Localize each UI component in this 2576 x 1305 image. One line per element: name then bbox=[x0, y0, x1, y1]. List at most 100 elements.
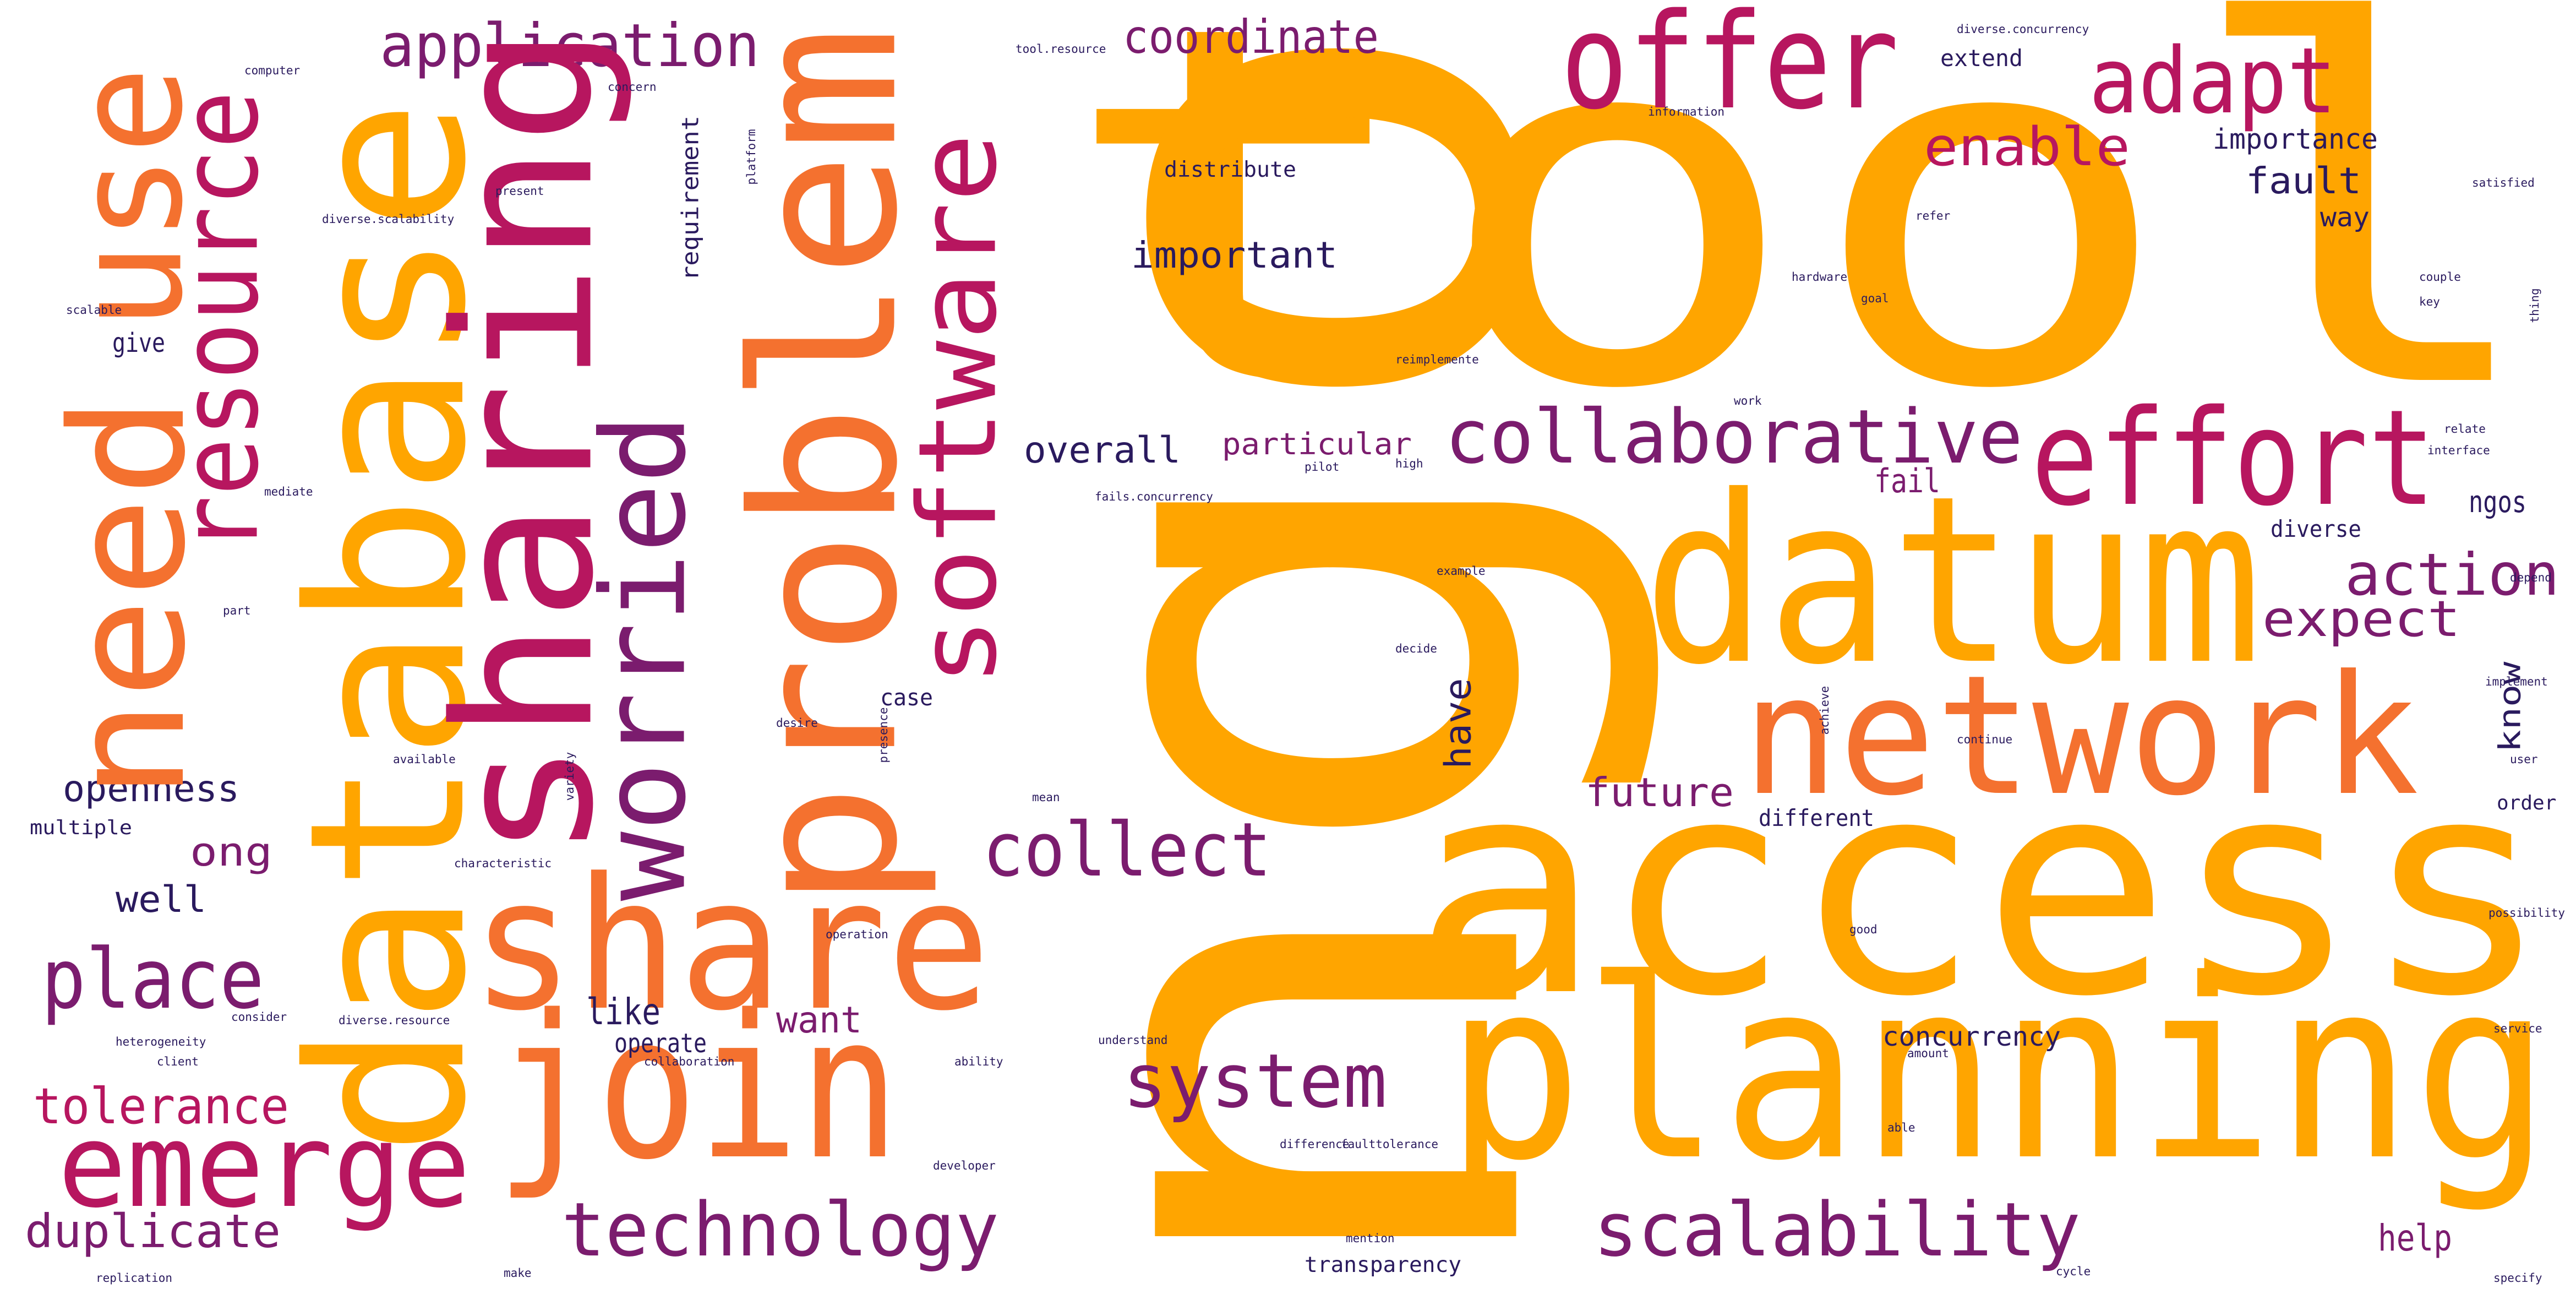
word: technology bbox=[561, 1187, 999, 1273]
word: concern bbox=[608, 80, 657, 94]
word: way bbox=[2320, 202, 2370, 233]
word: order bbox=[2497, 792, 2556, 814]
word: know bbox=[2493, 661, 2528, 753]
word: duplicate bbox=[25, 1204, 281, 1258]
word: understand bbox=[1098, 1034, 1167, 1047]
word: adapt bbox=[2089, 28, 2337, 134]
word: system bbox=[1123, 1038, 1387, 1124]
word: distribute bbox=[1164, 157, 1296, 182]
word: use bbox=[42, 66, 216, 330]
word: heterogeneity bbox=[116, 1035, 206, 1048]
word: diverse.concurrency bbox=[1957, 23, 2089, 36]
word: computer bbox=[244, 64, 300, 77]
word: requirement bbox=[677, 116, 704, 281]
word: desire bbox=[776, 716, 818, 730]
word: couple bbox=[2419, 270, 2461, 284]
word: client bbox=[157, 1055, 199, 1068]
word: good bbox=[1849, 923, 1878, 936]
word: collaborative bbox=[1445, 394, 2023, 480]
word: want bbox=[776, 999, 862, 1041]
word: place bbox=[41, 932, 264, 1027]
word: developer bbox=[933, 1159, 996, 1172]
word: operate bbox=[614, 1028, 707, 1059]
word: application bbox=[380, 12, 760, 80]
word: sharing bbox=[415, 26, 636, 860]
word: importance bbox=[2213, 123, 2378, 156]
word: openness bbox=[63, 768, 239, 810]
word: collect bbox=[983, 807, 1271, 893]
word: scalability bbox=[1593, 1187, 2081, 1273]
word: variety bbox=[563, 752, 576, 801]
word: case bbox=[880, 684, 933, 711]
word: tool bbox=[1057, 0, 2551, 497]
word: information bbox=[1648, 105, 1724, 118]
word: cycle bbox=[2056, 1265, 2091, 1278]
word: give bbox=[112, 328, 165, 358]
word: share bbox=[471, 839, 991, 1051]
word: access bbox=[1412, 716, 2551, 1062]
word: important bbox=[1131, 234, 1338, 276]
word: join bbox=[495, 972, 900, 1203]
word: ability bbox=[954, 1055, 1003, 1068]
word: operation bbox=[826, 928, 888, 941]
word: offer bbox=[1560, 0, 1899, 139]
word: consider bbox=[231, 1010, 287, 1024]
word: coordinate bbox=[1123, 10, 1379, 64]
word: planning bbox=[1445, 927, 2551, 1215]
word: extend bbox=[1940, 45, 2023, 72]
word: specify bbox=[2493, 1271, 2542, 1285]
word: mediate bbox=[264, 485, 313, 498]
word: high bbox=[1395, 457, 1423, 470]
word: make bbox=[504, 1266, 532, 1280]
word: tolerance bbox=[33, 1078, 289, 1135]
word: possibility bbox=[2488, 906, 2565, 920]
word: help bbox=[2378, 1217, 2452, 1259]
word: enable bbox=[1924, 116, 2130, 178]
word: interface bbox=[2427, 444, 2490, 457]
word: diverse bbox=[2271, 515, 2361, 542]
word: hardware bbox=[1792, 270, 1847, 284]
word: effort bbox=[2031, 381, 2436, 535]
word: achieve bbox=[1818, 686, 1831, 735]
word: software bbox=[896, 133, 1020, 687]
word: problem bbox=[711, 26, 941, 910]
word: implement bbox=[2485, 675, 2548, 688]
word: key bbox=[2419, 295, 2440, 308]
word: like bbox=[586, 991, 661, 1033]
word: user bbox=[2510, 753, 2538, 766]
word: datum bbox=[1643, 447, 2262, 716]
word: example bbox=[1437, 564, 1486, 578]
word: fails.concurrency bbox=[1095, 490, 1213, 503]
word: concurrency bbox=[1882, 1021, 2061, 1052]
word: mention bbox=[1346, 1232, 1395, 1245]
word: reimplemente bbox=[1395, 353, 1479, 366]
word: available bbox=[393, 753, 456, 766]
word: faulttolerance bbox=[1341, 1138, 1438, 1151]
word: collaboration bbox=[644, 1055, 734, 1068]
word: refer bbox=[1915, 209, 1950, 222]
word: characteristic bbox=[454, 857, 552, 870]
word: difference bbox=[1280, 1138, 1349, 1151]
word: multiple bbox=[30, 817, 132, 839]
word: work bbox=[1734, 394, 1762, 407]
word: scalable bbox=[66, 303, 122, 317]
word: network bbox=[1742, 640, 2419, 832]
word: emerge bbox=[58, 1099, 471, 1233]
word: satisfied bbox=[2472, 176, 2535, 189]
word: goal bbox=[1861, 292, 1889, 305]
word: relate bbox=[2444, 422, 2486, 436]
word: ngo bbox=[903, 0, 1672, 1305]
word: diverse.resource bbox=[339, 1014, 450, 1027]
word: thing bbox=[2528, 288, 2541, 323]
word: transparency bbox=[1305, 1253, 1461, 1277]
word: able bbox=[1887, 1121, 1915, 1134]
word: expect bbox=[2262, 590, 2460, 648]
word: present bbox=[495, 184, 544, 198]
word: continue bbox=[1957, 733, 2012, 746]
word: particular bbox=[1222, 427, 1412, 461]
word: worried bbox=[577, 414, 712, 901]
word: tool.resource bbox=[1016, 42, 1106, 56]
word: action bbox=[2345, 541, 2559, 608]
